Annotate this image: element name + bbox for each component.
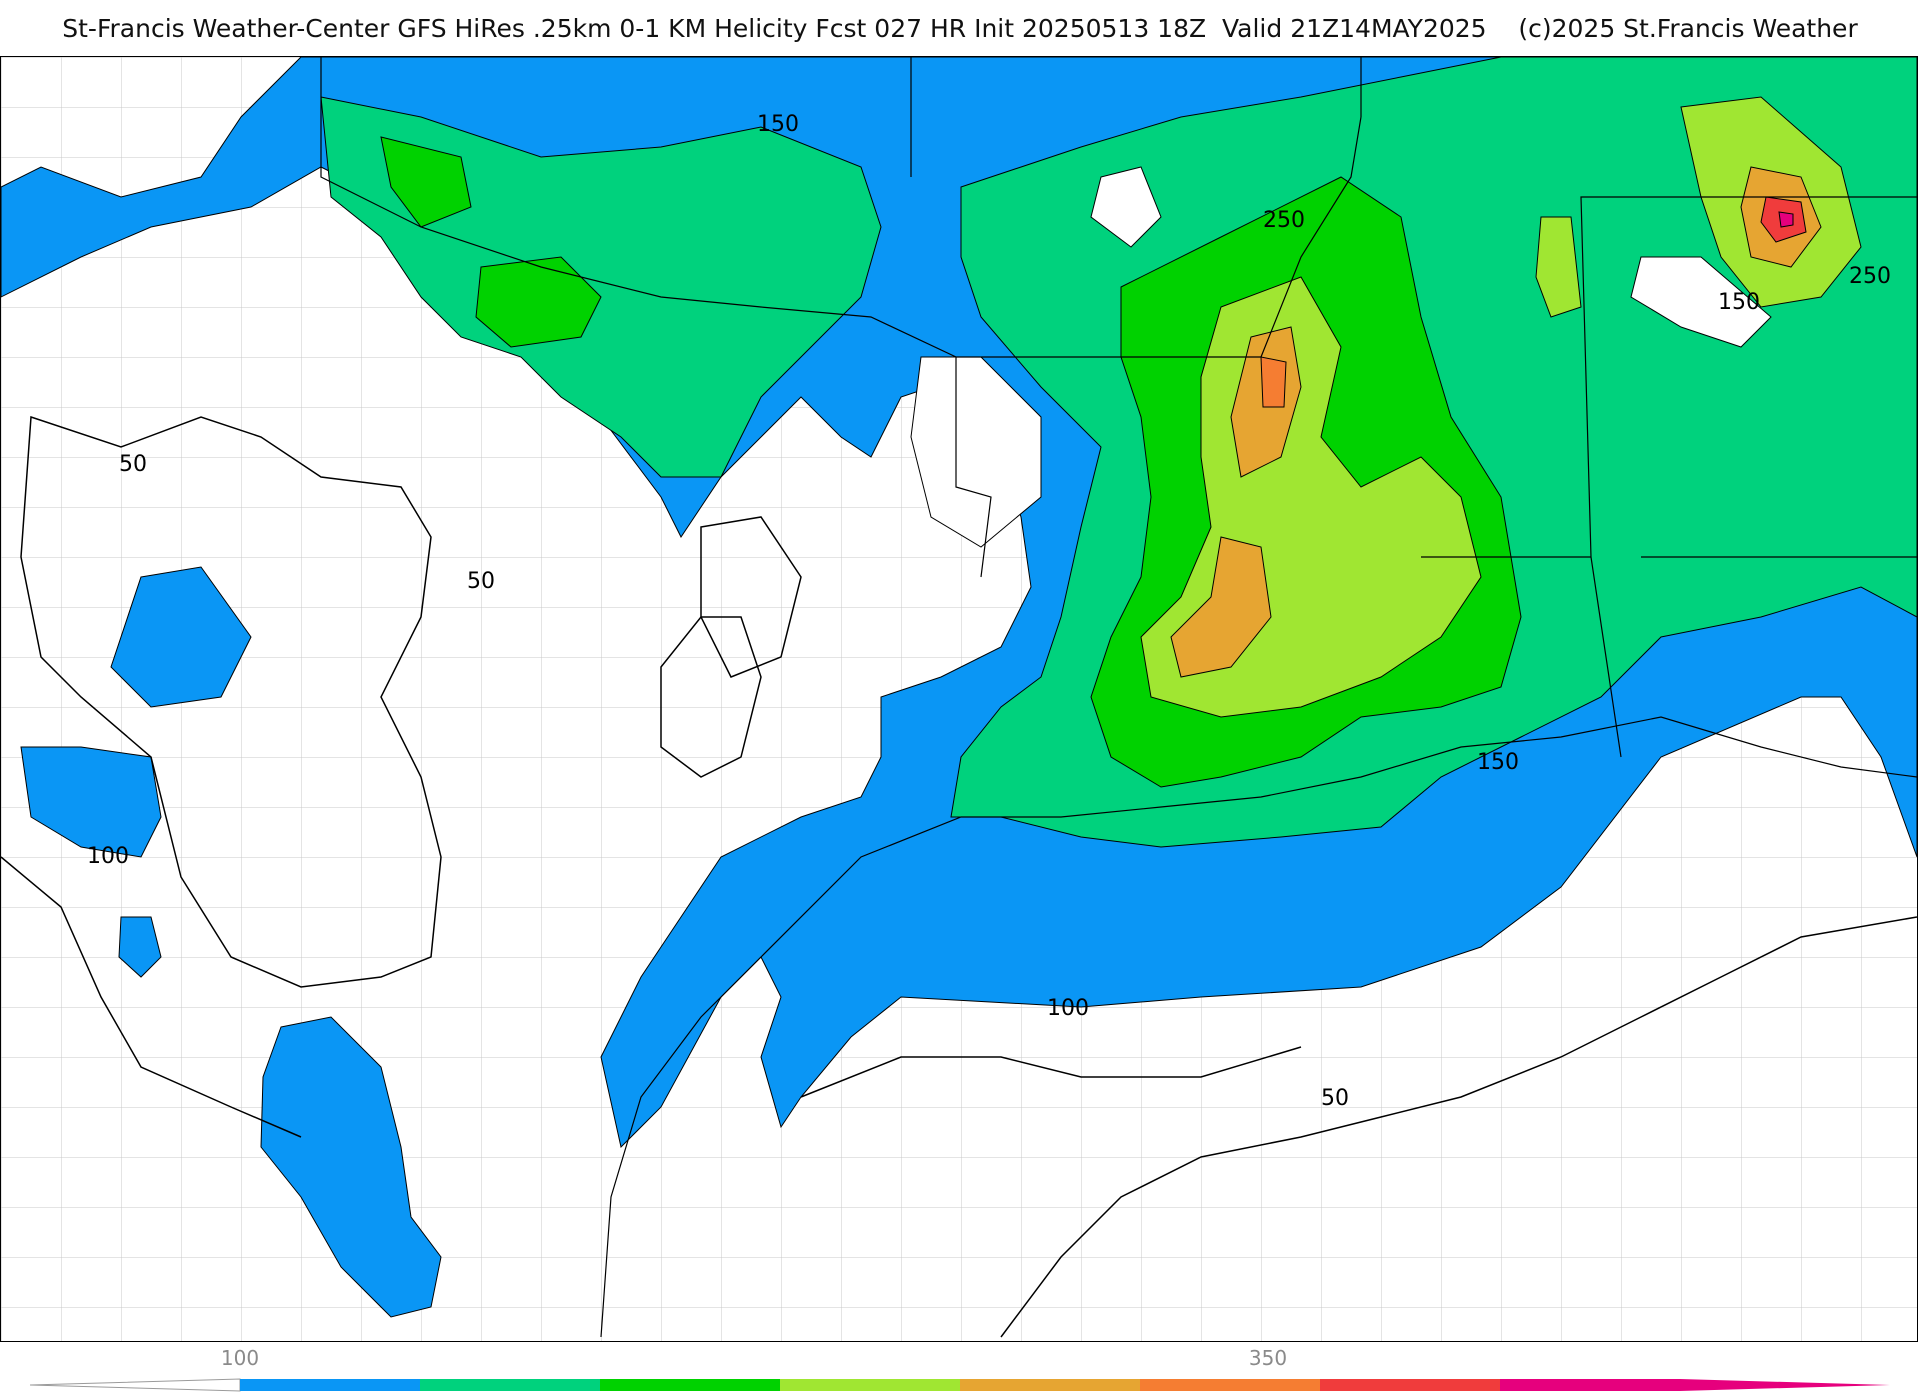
map-title: St-Francis Weather-Center GFS HiRes .25k… [62,14,1858,43]
contour-50-center2 [700,516,802,678]
contour-100-south [800,1046,1302,1098]
helicity-map: 150 250 150 250 50 50 100 150 100 50 [0,56,1918,1342]
contour-label-50-west: 50 [119,452,147,477]
helicity-100-region-southwest [260,1016,442,1318]
colorbar-tick-labels: 100 350 [0,1346,1920,1370]
colorbar-segment [960,1379,1140,1391]
state-boundaries [320,57,1917,758]
colorbar-segment [420,1379,600,1391]
no-fill-hole-n [1090,166,1162,248]
colorbar-segment [240,1379,420,1391]
helicity-100-region-west [20,746,162,858]
contour-50-center [660,616,762,778]
no-fill-hole-ne [1630,256,1772,348]
colorbar-segment [1140,1379,1320,1391]
contour-label-250-center: 250 [1263,208,1305,233]
helicity-200-region-northwest [475,256,602,348]
contour-50-sw [20,415,442,988]
colorbar-right-arrow [1680,1379,1890,1391]
helicity-100-region-small [118,916,162,978]
contour-label-150-north: 150 [757,112,799,137]
contour-label-150-south: 150 [1477,750,1519,775]
colorbar-segment [1500,1379,1680,1391]
colorbar [30,1378,1890,1392]
helicity-250-region-e [1535,216,1582,318]
contour-label-50-center: 50 [467,569,495,594]
colorbar-left-arrow [30,1378,241,1392]
map-canvas: 150 250 150 250 50 50 100 150 100 50 [1,57,1917,1341]
colorbar-tick-350: 350 [1248,1346,1288,1370]
helicity-300-region-south [1170,536,1272,678]
no-fill-hole-center [910,356,1042,548]
contour-100-west [1,856,302,1138]
contour-label-100-west: 100 [87,844,129,869]
helicity-200-region-north [380,136,472,228]
colorbar-segment [600,1379,780,1391]
contour-label-50-gulf: 50 [1321,1086,1349,1111]
helicity-350-core [1260,356,1287,408]
colorbar-tick-100: 100 [220,1346,260,1370]
colorbar-segment [1320,1379,1500,1391]
contour-label-100-gulf: 100 [1047,996,1089,1021]
contour-label-250-ne: 250 [1849,264,1891,289]
contour-label-150-ne: 150 [1718,290,1760,315]
gulf-coastline [600,716,1917,1338]
helicity-100-region-west2 [110,566,252,708]
contour-50-south [1000,916,1917,1338]
helicity-450-core [1778,211,1794,228]
colorbar-segment [780,1379,960,1391]
